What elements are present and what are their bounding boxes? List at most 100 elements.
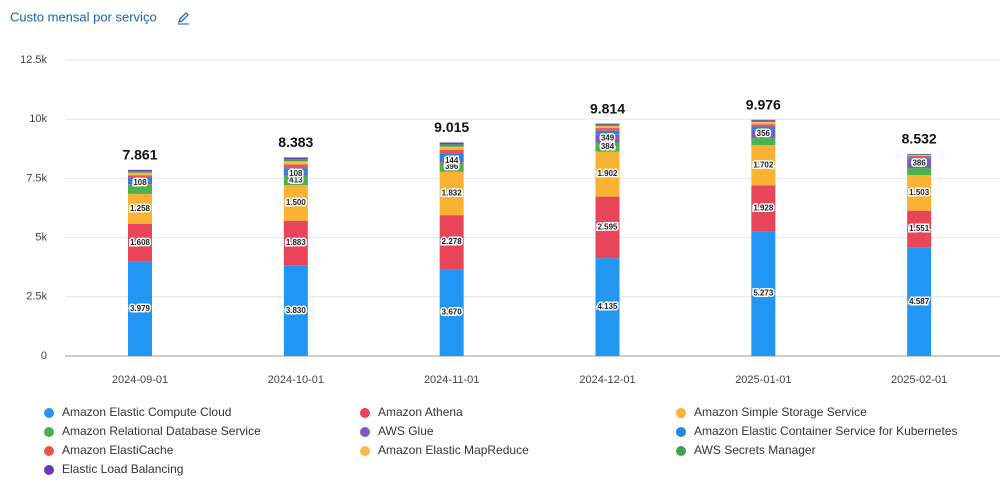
legend-swatch xyxy=(360,427,370,437)
data-label: 1.902 xyxy=(597,169,618,178)
legend-swatch xyxy=(44,427,54,437)
bar-segment xyxy=(283,164,308,169)
data-label: 4.587 xyxy=(909,297,930,306)
x-tick-label: 2025-01-01 xyxy=(735,374,791,386)
chart-title: Custo mensal por serviço xyxy=(10,9,157,24)
bar-segment xyxy=(751,124,776,127)
x-tick-label: 2024-12-01 xyxy=(579,374,635,386)
bar-segment xyxy=(907,155,932,158)
bar-segment xyxy=(751,126,776,130)
legend-label: Amazon Elastic Container Service for Kub… xyxy=(694,424,957,438)
legend-swatch xyxy=(360,408,370,418)
y-tick-label: 2.5k xyxy=(26,291,47,303)
bar-segment xyxy=(751,145,776,186)
data-label: 356 xyxy=(757,129,771,138)
bar-segment xyxy=(128,193,152,224)
data-label: 4.135 xyxy=(597,302,618,311)
bar-segment xyxy=(439,154,464,159)
data-label: 413 xyxy=(289,175,303,184)
bar-segment xyxy=(439,149,464,155)
legend-label: Amazon Elastic MapReduce xyxy=(378,443,529,457)
bar-segment xyxy=(595,124,620,126)
data-label: 1.883 xyxy=(286,238,307,247)
bar-segment xyxy=(751,119,776,121)
bar-segment xyxy=(907,155,932,156)
bar-segment xyxy=(439,144,464,147)
data-label: 1.551 xyxy=(909,224,930,233)
bar-segment xyxy=(595,258,620,356)
data-label: 2.595 xyxy=(597,222,618,231)
bar-segment xyxy=(283,265,308,356)
y-tick-label: 0 xyxy=(41,350,47,362)
legend-label: Amazon Simple Storage Service xyxy=(694,405,867,419)
data-label: 1.702 xyxy=(753,160,774,169)
bar-segment xyxy=(595,142,620,152)
bar-segment xyxy=(128,169,152,172)
bar-segment xyxy=(283,159,308,162)
bar-segment xyxy=(283,220,308,266)
bar-segment xyxy=(283,185,308,221)
bar-segment xyxy=(595,196,620,259)
bar-segment xyxy=(439,142,464,145)
x-tick-label: 2024-10-01 xyxy=(268,374,324,386)
data-label: 108 xyxy=(289,169,303,178)
legend-label: AWS Secrets Manager xyxy=(694,443,816,457)
legend-label: AWS Glue xyxy=(378,424,434,438)
bar-segment xyxy=(907,157,932,159)
data-label: 349 xyxy=(601,133,615,142)
x-tick-label: 2024-09-01 xyxy=(112,374,168,386)
bar-segment xyxy=(128,175,152,179)
legend-swatch xyxy=(676,408,686,418)
bar-segment xyxy=(595,125,620,129)
data-label: 1.500 xyxy=(286,198,307,207)
data-label: 3.979 xyxy=(130,304,151,313)
data-label: 3.670 xyxy=(442,308,463,317)
bar-segment xyxy=(439,215,464,270)
edit-icon[interactable] xyxy=(178,12,189,25)
y-tick-label: 5k xyxy=(35,232,47,244)
data-label: 1.258 xyxy=(130,204,151,213)
bar-segment xyxy=(128,171,152,173)
bar-segment xyxy=(439,269,464,356)
legend-label: Amazon Relational Database Service xyxy=(62,424,261,438)
bar-segment xyxy=(283,161,308,165)
bar-segment xyxy=(283,157,308,160)
legend-label: Amazon Elastic Compute Cloud xyxy=(62,405,231,419)
bar-segment xyxy=(283,168,308,173)
bar-segment xyxy=(595,151,620,197)
y-tick-label: 10k xyxy=(29,113,47,125)
bar-segment xyxy=(907,158,932,168)
bar-segment xyxy=(439,146,464,150)
total-label: 9.814 xyxy=(590,100,625,116)
legend-label: Elastic Load Balancing xyxy=(62,462,183,476)
bar-segment xyxy=(595,123,620,125)
data-label: 1.608 xyxy=(130,238,151,247)
y-tick-label: 12.5k xyxy=(20,54,47,66)
bar-segment xyxy=(595,134,620,143)
total-label: 9.976 xyxy=(746,96,781,112)
bar-segment xyxy=(283,172,308,176)
legend-label: Amazon ElastiCache xyxy=(62,443,174,457)
bar-segment xyxy=(751,129,776,139)
bar-segment xyxy=(439,158,464,163)
bar-segment xyxy=(128,184,152,194)
bar-segment xyxy=(751,185,776,232)
data-label: 396 xyxy=(445,162,459,171)
total-label: 7.861 xyxy=(122,147,157,163)
data-label: 108 xyxy=(133,178,147,187)
bar-segment xyxy=(595,128,620,131)
bar-segment xyxy=(751,231,776,356)
legend-swatch xyxy=(676,427,686,437)
bar-segment xyxy=(907,154,932,156)
total-label: 8.532 xyxy=(902,131,937,147)
data-label: 386 xyxy=(912,158,926,167)
data-label: 5.273 xyxy=(753,289,774,298)
bar-segment xyxy=(595,130,620,135)
data-label: 1.503 xyxy=(909,188,930,197)
bar-segment xyxy=(128,181,152,185)
total-label: 8.383 xyxy=(278,134,313,150)
bar-segment xyxy=(128,261,152,356)
y-tick-label: 7.5k xyxy=(26,172,47,184)
data-label: 1.832 xyxy=(442,189,463,198)
